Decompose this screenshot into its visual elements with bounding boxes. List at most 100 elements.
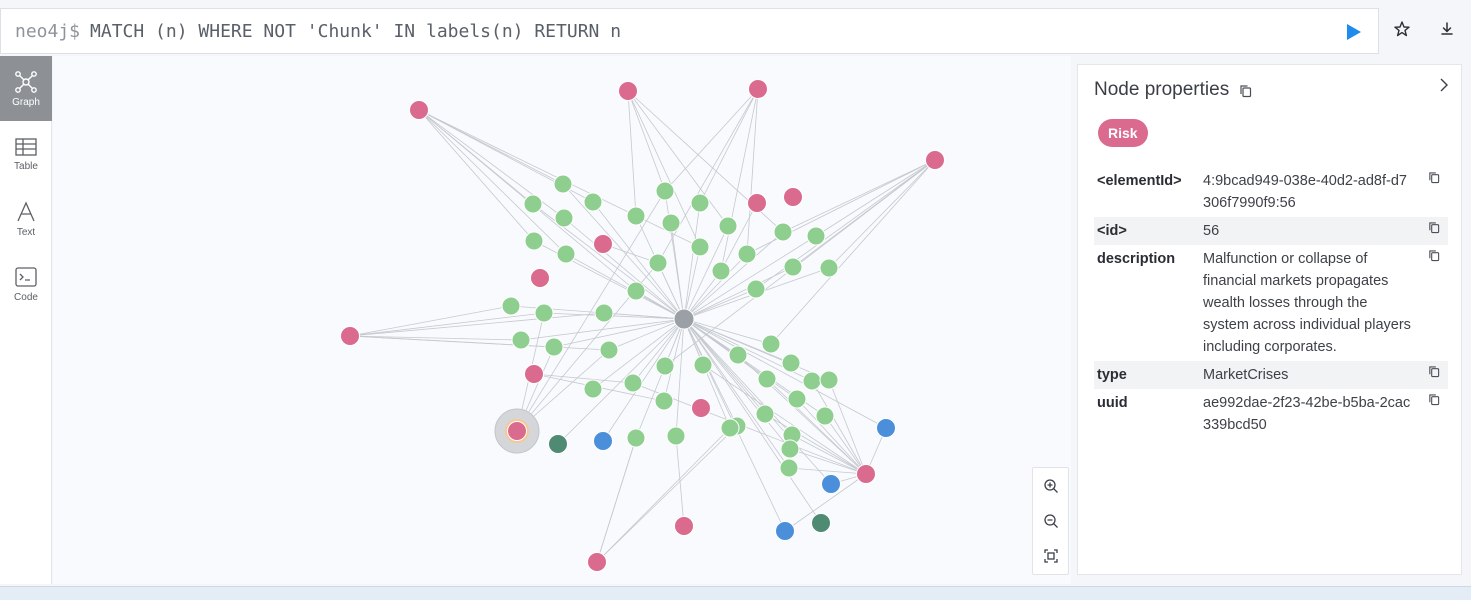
relationship-edge[interactable] (683, 231, 784, 320)
relationship-edge[interactable] (683, 253, 748, 320)
entity-node[interactable] (761, 334, 781, 354)
risk-node[interactable] (507, 421, 527, 441)
relationship-edge[interactable] (683, 318, 822, 524)
relationship-edge[interactable] (699, 88, 759, 204)
entity-node[interactable] (654, 391, 674, 411)
relationship-edge[interactable] (683, 225, 729, 320)
relationship-edge[interactable] (557, 318, 685, 445)
entity-node[interactable] (648, 253, 668, 273)
relationship-edge[interactable] (683, 318, 766, 415)
risk-node[interactable] (524, 364, 544, 384)
entity-node[interactable] (690, 193, 710, 213)
entity-node[interactable] (583, 192, 603, 212)
relationship-edge[interactable] (788, 467, 867, 475)
entity-node[interactable] (524, 231, 544, 251)
sidebar-item-table[interactable]: Table (0, 121, 52, 186)
relationship-edge[interactable] (602, 318, 685, 442)
entity-node[interactable] (819, 258, 839, 278)
entity-node[interactable] (511, 330, 531, 350)
entity-node[interactable] (626, 428, 646, 448)
relationship-edge[interactable] (683, 266, 794, 320)
sidebar-item-code[interactable]: Code (0, 251, 52, 316)
copy-icon[interactable] (1428, 249, 1440, 262)
copy-icon[interactable] (1428, 221, 1440, 234)
relationship-edge[interactable] (349, 312, 605, 337)
entity-node-blue[interactable] (821, 474, 841, 494)
relationship-edge[interactable] (702, 364, 867, 475)
play-icon[interactable] (1342, 21, 1364, 43)
relationship-edge[interactable] (349, 312, 545, 337)
entity-node[interactable] (553, 174, 573, 194)
relationship-edge[interactable] (592, 201, 685, 320)
entity-node-blue[interactable] (775, 521, 795, 541)
graph-canvas[interactable] (53, 56, 1071, 584)
relationship-edge[interactable] (632, 318, 685, 384)
entity-node[interactable] (501, 296, 521, 316)
relationship-edge[interactable] (418, 109, 567, 255)
entity-node[interactable] (737, 244, 757, 264)
entity-node-dark[interactable] (548, 434, 568, 454)
entity-node[interactable] (623, 373, 643, 393)
query-input[interactable]: MATCH (n) WHERE NOT 'Chunk' IN labels(n)… (90, 20, 622, 42)
risk-node[interactable] (674, 516, 694, 536)
risk-node[interactable] (593, 234, 613, 254)
relationship-edge[interactable] (596, 425, 738, 563)
relationship-edge[interactable] (683, 246, 701, 320)
risk-node[interactable] (747, 193, 767, 213)
entity-node-blue[interactable] (593, 431, 613, 451)
entity-node[interactable] (599, 340, 619, 360)
relationship-edge[interactable] (791, 434, 867, 475)
relationship-edge[interactable] (603, 312, 685, 320)
entity-node[interactable] (728, 345, 748, 365)
relationship-edge[interactable] (720, 202, 758, 272)
risk-node[interactable] (530, 268, 550, 288)
entity-node-blue[interactable] (876, 418, 896, 438)
relationship-edge[interactable] (811, 380, 867, 475)
fit-screen-button[interactable] (1033, 538, 1068, 573)
risk-node[interactable] (618, 81, 638, 101)
relationship-edge[interactable] (720, 88, 759, 272)
entity-node[interactable] (594, 303, 614, 323)
entity-node[interactable] (802, 371, 822, 391)
relationship-edge[interactable] (815, 159, 936, 237)
entity-node[interactable] (746, 279, 766, 299)
copy-icon[interactable] (1428, 171, 1440, 184)
entity-node[interactable] (583, 379, 603, 399)
hub-node[interactable] (673, 308, 695, 330)
relationship-edge[interactable] (683, 288, 757, 320)
relationship-edge[interactable] (764, 413, 867, 475)
entity-node[interactable] (806, 226, 826, 246)
entity-node[interactable] (534, 303, 554, 323)
risk-node[interactable] (925, 150, 945, 170)
zoom-in-button[interactable] (1033, 468, 1068, 503)
risk-node[interactable] (748, 79, 768, 99)
relationship-edge[interactable] (596, 437, 637, 563)
relationship-edge[interactable] (533, 373, 634, 384)
relationship-edge[interactable] (770, 159, 936, 345)
relationship-edge[interactable] (663, 318, 685, 402)
sidebar-item-text[interactable]: Text (0, 186, 52, 251)
entity-node[interactable] (711, 261, 731, 281)
entity-node[interactable] (666, 426, 686, 446)
relationship-edge[interactable] (516, 190, 666, 432)
relationship-edge[interactable] (657, 88, 759, 264)
relationship-edge[interactable] (349, 335, 610, 351)
relationship-edge[interactable] (782, 159, 936, 233)
entity-node-dark[interactable] (811, 513, 831, 533)
chevron-right-icon[interactable] (1437, 77, 1451, 93)
relationship-edge[interactable] (635, 318, 685, 439)
entity-node[interactable] (556, 244, 576, 264)
entity-node[interactable] (819, 370, 839, 390)
entity-node[interactable] (779, 458, 799, 478)
relationship-edge[interactable] (627, 90, 729, 227)
zoom-out-button[interactable] (1033, 503, 1068, 538)
entity-node[interactable] (655, 356, 675, 376)
entity-node[interactable] (773, 222, 793, 242)
risk-node[interactable] (856, 464, 876, 484)
graph-visualization[interactable] (53, 56, 1071, 584)
relationship-edge[interactable] (553, 318, 685, 348)
relationship-edge[interactable] (592, 318, 685, 390)
entity-node[interactable] (757, 369, 777, 389)
entity-node[interactable] (523, 194, 543, 214)
risk-node[interactable] (587, 552, 607, 572)
